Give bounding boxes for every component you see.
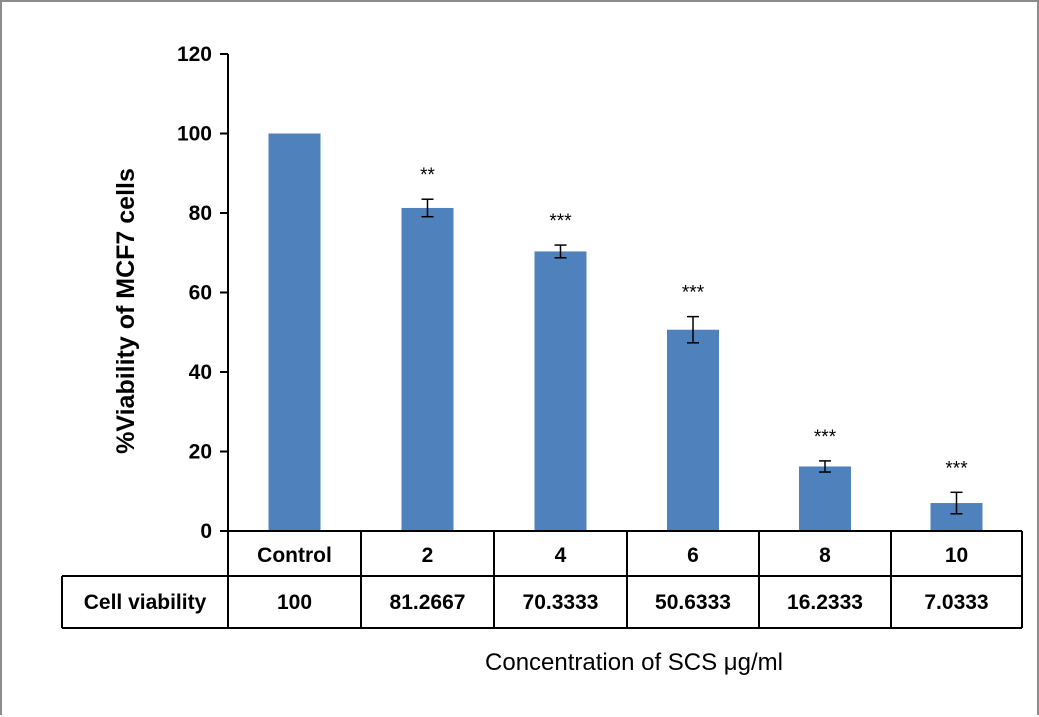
significance-label: ***: [945, 458, 968, 479]
table-cell-value: 81.2667: [390, 591, 466, 614]
category-label: 10: [945, 544, 968, 567]
error-bars: [421, 198, 963, 515]
y-tick-label: 40: [189, 361, 212, 384]
category-label: 4: [555, 544, 567, 567]
significance-label: ***: [549, 211, 572, 232]
bar: [401, 207, 454, 531]
significance-label: ***: [814, 427, 837, 448]
table-cell-value: 16.2333: [787, 591, 863, 614]
y-tick-label: 100: [177, 123, 212, 146]
bars: [268, 133, 983, 532]
y-axis: 0 20 40 60 80 100 120: [177, 43, 229, 543]
table-cell-value: 50.6333: [655, 591, 731, 614]
x-axis-label: Concentration of SCS μg/ml: [485, 649, 783, 676]
category-label: 6: [687, 544, 699, 567]
category-label: 2: [422, 544, 434, 567]
significance-label: **: [420, 165, 435, 186]
y-tick-label: 0: [200, 520, 212, 543]
bar: [799, 466, 851, 531]
bar: [667, 329, 719, 531]
table-row-label: Cell viability: [84, 591, 207, 614]
y-tick-label: 60: [189, 282, 212, 305]
category-label: Control: [257, 544, 332, 567]
y-tick-label: 80: [189, 202, 212, 225]
significance-labels: **************: [420, 165, 968, 479]
data-table: Control 2 4 6 8 10 Cell viability 100 81.2667 70.…: [61, 530, 1023, 629]
category-label: 8: [819, 544, 831, 567]
table-cell-value: 100: [277, 591, 312, 614]
y-axis-label: %Viability of MCF7 cells: [112, 168, 140, 454]
table-cell-value: 7.0333: [924, 591, 988, 614]
bar: [268, 133, 321, 531]
significance-label: ***: [682, 283, 705, 304]
bar: [534, 251, 587, 532]
table-cell-value: 70.3333: [523, 591, 599, 614]
y-tick-label: 120: [177, 43, 212, 66]
y-tick-label: 20: [189, 441, 212, 464]
